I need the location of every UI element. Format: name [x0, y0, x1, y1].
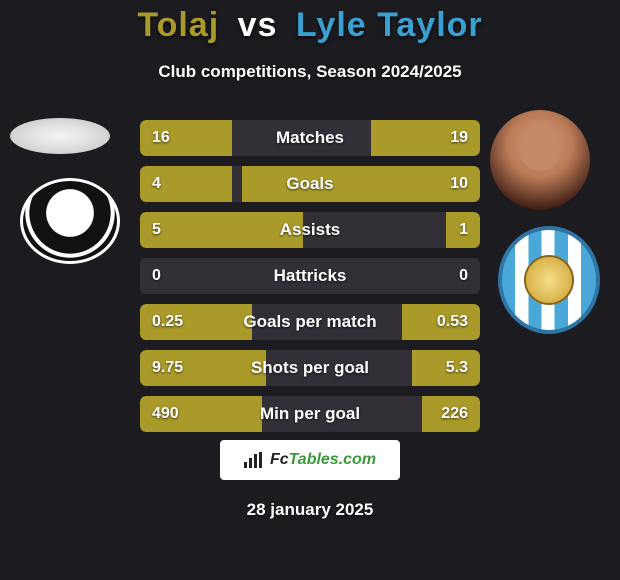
stat-row: Goals per match0.250.53: [140, 304, 480, 340]
stats-container: Matches1619 Goals410 Assists51 Hattricks00 G…: [140, 120, 480, 442]
stat-fill-left: [140, 120, 232, 156]
stat-track: [140, 258, 480, 294]
stat-fill-left: [140, 212, 303, 248]
player1-club-crest: [20, 178, 120, 264]
page-title: Tolaj vs Lyle Taylor: [0, 6, 620, 45]
stat-row: Shots per goal9.755.3: [140, 350, 480, 386]
subtitle: Club competitions, Season 2024/2025: [0, 62, 620, 82]
stat-row: Goals410: [140, 166, 480, 202]
stat-fill-left: [140, 396, 262, 432]
player2-avatar: [490, 110, 590, 210]
bar-chart-icon: [244, 452, 264, 468]
title-player2: Lyle Taylor: [296, 6, 483, 44]
stat-fill-right: [402, 304, 480, 340]
player1-avatar: [10, 118, 110, 154]
watermark-prefix: Fc: [270, 451, 289, 468]
comparison-infographic: Tolaj vs Lyle Taylor Club competitions, …: [0, 0, 620, 580]
stat-fill-right: [422, 396, 480, 432]
stat-fill-left: [140, 166, 232, 202]
watermark-suffix: Tables.com: [289, 451, 376, 468]
stat-row: Assists51: [140, 212, 480, 248]
stat-fill-right: [446, 212, 480, 248]
player2-club-crest: [498, 226, 600, 334]
watermark-text: FcTables.com: [270, 451, 376, 469]
stat-row: Hattricks00: [140, 258, 480, 294]
stat-row: Matches1619: [140, 120, 480, 156]
source-watermark: FcTables.com: [220, 440, 400, 480]
stat-fill-left: [140, 350, 266, 386]
infographic-date: 28 january 2025: [0, 500, 620, 520]
stat-fill-right: [242, 166, 480, 202]
stat-fill-right: [371, 120, 480, 156]
stat-fill-right: [412, 350, 480, 386]
title-player1: Tolaj: [137, 6, 219, 44]
stat-fill-left: [140, 304, 252, 340]
stat-row: Min per goal490226: [140, 396, 480, 432]
title-vs: vs: [238, 6, 278, 44]
